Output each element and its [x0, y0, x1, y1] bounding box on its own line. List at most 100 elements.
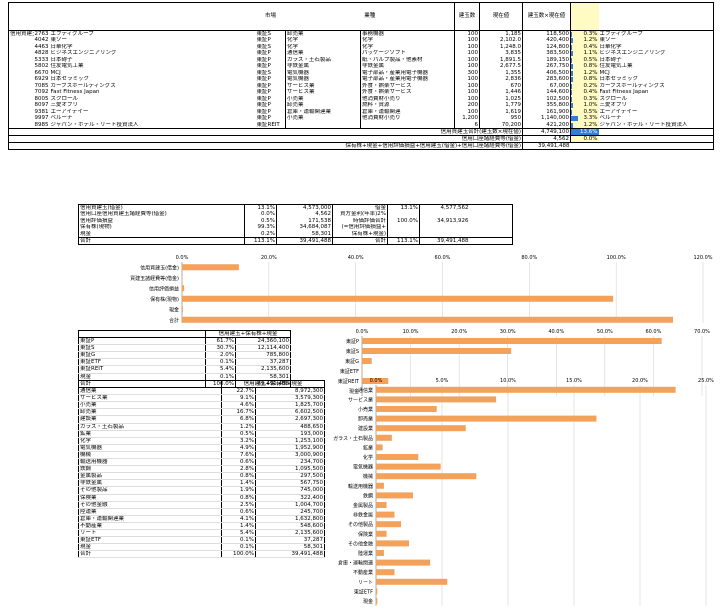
summary1-pct: 0.2%: [244, 230, 277, 238]
bar: [362, 368, 363, 374]
grand-total-label: 保有株+現金+信用評価損益+信用建玉(借金)+信用口座諸経費等(借金): [8, 141, 523, 150]
weight-pct: 0.5%: [583, 56, 598, 63]
summary-row: 東証P 61.7% 24,360,100: [78, 337, 291, 346]
market: 東証P: [256, 102, 271, 109]
stock-name: 日華化学: [50, 43, 73, 50]
row-value: 24,360,100: [235, 337, 291, 346]
bar-chart-overview: 0.0% 20.0% 40.0% 60.0% 80.0% 100.0% 120.0% 信用買建…: [130, 255, 713, 323]
weight-bar: [571, 70, 574, 76]
table-row: 6670 MCJ 東証S 電気機器 電子部品・産業用電子機器 300 1,355 406,50…: [9, 69, 714, 77]
weight-cell: 0.5%: [570, 108, 599, 116]
summary1-right-label: 保有株+現金): [332, 230, 388, 238]
weight-pct: 1.2%: [583, 69, 598, 76]
position-value: 189,150: [522, 56, 571, 64]
weight-pct: 0.3%: [583, 31, 598, 37]
market: 東証P: [256, 37, 271, 44]
weight-bar: [571, 103, 574, 109]
summary1-label: 合計: [78, 236, 245, 245]
sub-industry: 化学: [359, 43, 455, 51]
row-pct: 2.0%: [205, 351, 236, 360]
stock-code: 6929: [34, 76, 49, 83]
market: 東証S: [256, 69, 272, 76]
tick-label: 60.0%: [645, 329, 661, 335]
weight-bar: [571, 57, 573, 63]
price: 1,619: [479, 108, 523, 116]
bar: [376, 550, 384, 556]
tick-label: 40.0%: [548, 329, 564, 335]
position-value: 118,500: [522, 30, 571, 38]
category-label: 鉱業: [363, 444, 373, 451]
stock-name: エーアイテイー: [50, 108, 89, 115]
weight-pct: 0.4%: [583, 89, 598, 96]
weight-bar: [571, 44, 572, 50]
sector-summary-table: 信用建玉+保有株+現金 通信業 22.7% 8,972,300 サービス業 9.1% 3,5…: [78, 380, 325, 559]
stock-name: ジャパン・ホテル・リート投資法人: [50, 121, 139, 128]
summary-row: 東証G 2.0% 785,800: [78, 351, 291, 360]
bar: [376, 396, 497, 403]
summary1-right-pct: [387, 211, 420, 218]
portfolio-table: 市場 業種 建玉数 現在値 建玉数×現在値 信用買建玉2763エフティグループ東…: [8, 2, 715, 150]
side-label: 信用買建玉: [10, 31, 34, 37]
row-label: 鉱業: [78, 430, 222, 438]
row-label: 現金: [78, 543, 222, 552]
position-value: 161,900: [522, 108, 571, 116]
stock-name-repeat: エーアイテイー: [599, 108, 638, 115]
industry: ガラス・土石製品: [285, 56, 361, 64]
bar: [376, 415, 597, 422]
category-label: 電気機器: [353, 464, 373, 471]
bar: [362, 338, 662, 344]
stock-code: 8005: [34, 95, 49, 102]
row-pct: 3.2%: [221, 437, 256, 445]
price: 1,185: [479, 30, 523, 38]
stock-name-repeat: ビジネスエンジニアリング: [599, 50, 666, 57]
row-value: 1,253,100: [255, 437, 325, 445]
stock-code: 2763: [34, 31, 49, 37]
category-label: その他製品: [348, 521, 373, 528]
row-label: 保険業: [78, 494, 222, 502]
stock-name-repeat: スクロール: [599, 95, 628, 102]
stock-name-repeat: エフティグループ: [599, 31, 643, 37]
quantity: 100: [454, 50, 480, 57]
tick-label: 20.0%: [632, 378, 648, 384]
summary1-value: 34,684,087: [276, 224, 333, 231]
row-value: 39,491,488: [255, 550, 325, 559]
row-value: 785,800: [235, 351, 291, 360]
category-label: サービス業: [348, 396, 373, 403]
category-label: 信用口座信用買建玉諸経費等(借金): [130, 275, 179, 282]
summary1-right-value: 34,913,926: [419, 217, 470, 225]
row-label: その他製品: [78, 486, 222, 495]
row-pct: 0.6%: [221, 458, 256, 467]
weight-cell: 1.2%: [570, 37, 599, 44]
market: 東証P: [256, 56, 271, 63]
row-pct: 4.1%: [221, 515, 256, 523]
position-value: 1,140,000: [522, 115, 571, 122]
row-value: 6,602,500: [255, 408, 325, 417]
tick-label: 20.0%: [451, 329, 467, 335]
stock-name: 住友電気工業: [50, 63, 84, 70]
side-cell: [9, 122, 34, 129]
row-label: 小売業: [78, 401, 222, 410]
summary-header: 信用建玉+保有株+現金: [205, 330, 291, 339]
weight-pct: 3.3%: [583, 115, 598, 122]
summary1-right-value: 39,491,488: [419, 236, 470, 245]
row-value: 193,000: [255, 430, 325, 438]
tick-label: 120.0%: [693, 255, 712, 261]
quantity: 100: [454, 89, 480, 96]
category-label: 保有株(現物): [150, 296, 179, 303]
bar: [362, 378, 389, 384]
row-label: 建設業: [78, 415, 222, 424]
tick-label: 25.0%: [698, 378, 714, 384]
bar: [376, 502, 387, 508]
stock-name: エフティグループ: [50, 31, 94, 37]
bar: [376, 578, 448, 585]
row-label: 東証S: [78, 344, 206, 353]
row-pct: 6.8%: [221, 415, 256, 424]
category-label: 卸売業: [358, 416, 373, 423]
bar: [376, 463, 441, 470]
tick-label: 80.0%: [521, 255, 537, 261]
category-label: 現金: [363, 598, 373, 605]
position-value: 102,500: [522, 95, 571, 103]
summary-row: 小売業 4.6% 1,825,700: [78, 401, 325, 410]
summary-row: 不動産業 1.4% 548,600: [78, 522, 325, 530]
row-value: 548,600: [255, 522, 325, 530]
